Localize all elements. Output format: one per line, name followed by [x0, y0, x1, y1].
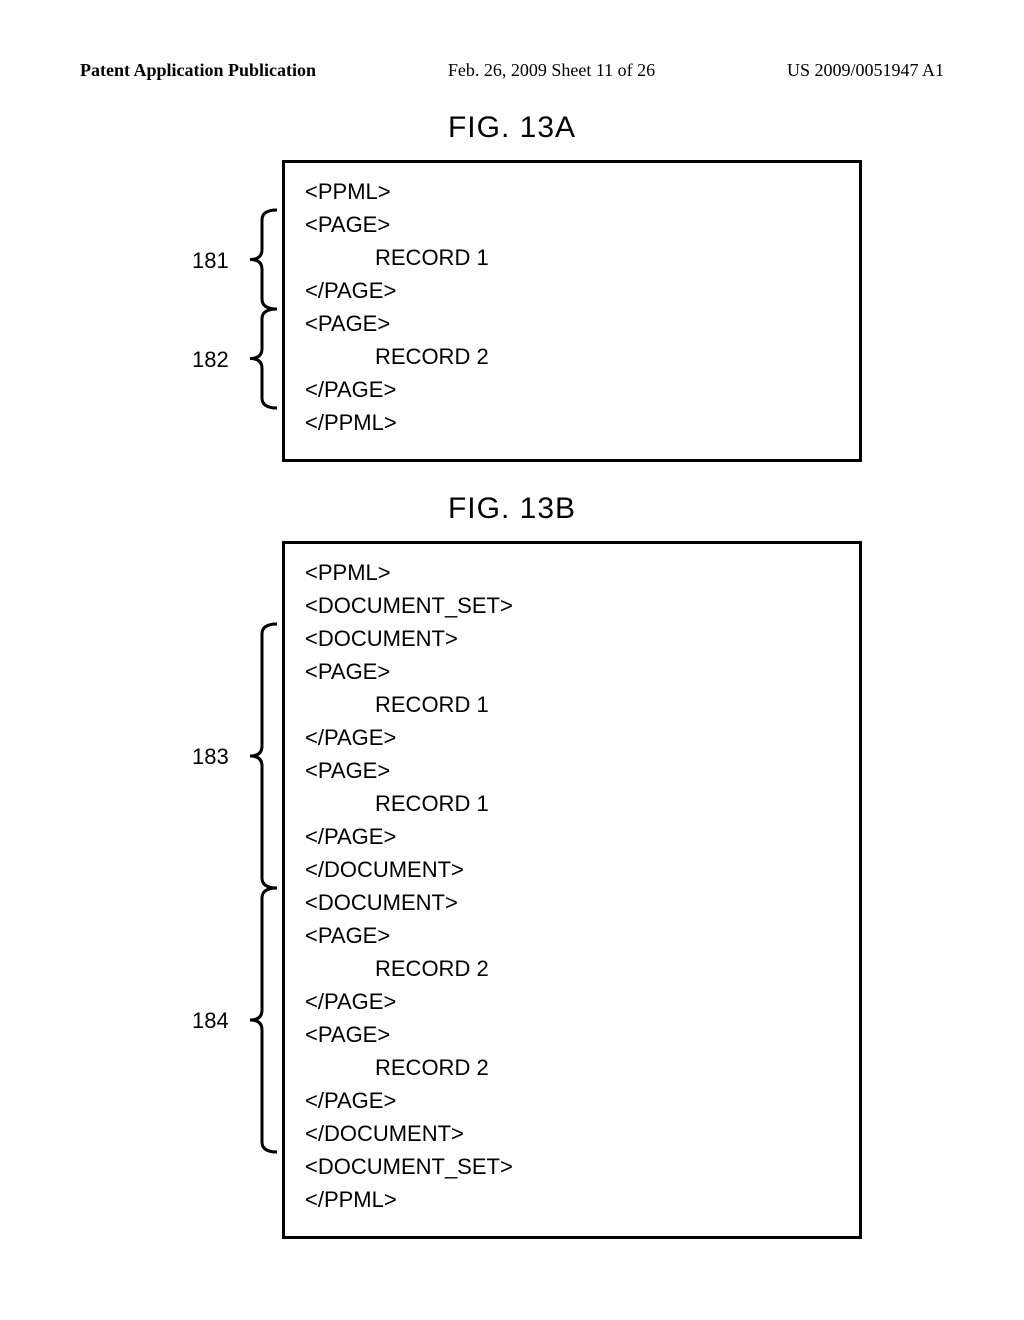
figure-13b-title: FIG. 13B	[80, 492, 944, 526]
header-left: Patent Application Publication	[80, 60, 316, 81]
header-center: Feb. 26, 2009 Sheet 11 of 26	[448, 60, 655, 81]
code-line: </DOCUMENT>	[305, 1117, 839, 1150]
page-header: Patent Application Publication Feb. 26, …	[80, 60, 944, 81]
code-line: </PAGE>	[305, 1084, 839, 1117]
reference-numeral: 182	[192, 347, 229, 373]
figure-13a-codebox: <PPML><PAGE>RECORD 1</PAGE><PAGE>RECORD …	[282, 160, 862, 462]
code-line: <PAGE>	[305, 919, 839, 952]
code-line: <PPML>	[305, 175, 839, 208]
code-line: RECORD 2	[305, 340, 839, 373]
code-line: <DOCUMENT_SET>	[305, 1150, 839, 1183]
code-line: RECORD 2	[305, 952, 839, 985]
code-line: </PAGE>	[305, 274, 839, 307]
code-line: <PAGE>	[305, 655, 839, 688]
code-line: <PAGE>	[305, 1018, 839, 1051]
code-line: </PAGE>	[305, 820, 839, 853]
code-line: <PAGE>	[305, 307, 839, 340]
code-line: </PAGE>	[305, 373, 839, 406]
figure-13a-title: FIG. 13A	[80, 111, 944, 145]
code-line: RECORD 1	[305, 787, 839, 820]
code-line: </PAGE>	[305, 721, 839, 754]
code-line: <DOCUMENT>	[305, 622, 839, 655]
code-line: </DOCUMENT>	[305, 853, 839, 886]
code-line: </PPML>	[305, 406, 839, 439]
figure-13a-diagram: <PPML><PAGE>RECORD 1</PAGE><PAGE>RECORD …	[162, 160, 862, 462]
patent-page: Patent Application Publication Feb. 26, …	[0, 0, 1024, 1309]
reference-numeral: 181	[192, 248, 229, 274]
code-line: <PAGE>	[305, 208, 839, 241]
code-line: <DOCUMENT_SET>	[305, 589, 839, 622]
code-line: RECORD 1	[305, 241, 839, 274]
code-line: RECORD 2	[305, 1051, 839, 1084]
code-line: </PAGE>	[305, 985, 839, 1018]
code-line: RECORD 1	[305, 688, 839, 721]
reference-numeral: 183	[192, 744, 229, 770]
code-line: </PPML>	[305, 1183, 839, 1216]
figure-13b-diagram: <PPML><DOCUMENT_SET><DOCUMENT><PAGE>RECO…	[162, 541, 862, 1239]
reference-numeral: 184	[192, 1008, 229, 1034]
code-line: <PPML>	[305, 556, 839, 589]
code-line: <DOCUMENT>	[305, 886, 839, 919]
code-line: <PAGE>	[305, 754, 839, 787]
header-right: US 2009/0051947 A1	[787, 60, 944, 81]
bracket-icon	[242, 160, 282, 495]
figure-13b-codebox: <PPML><DOCUMENT_SET><DOCUMENT><PAGE>RECO…	[282, 541, 862, 1239]
bracket-icon	[242, 541, 282, 1266]
